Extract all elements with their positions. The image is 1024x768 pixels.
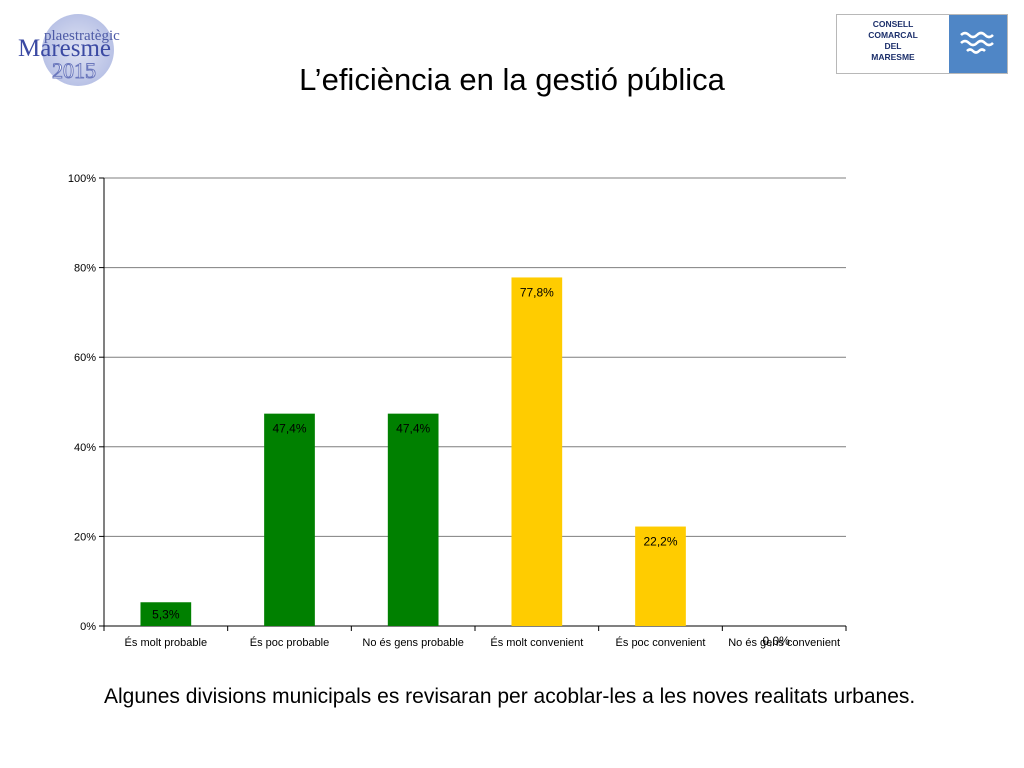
logo-mid-text: Maresme <box>18 35 111 62</box>
logo-year-text: 2015 <box>52 58 96 83</box>
y-tick-label: 0% <box>80 621 96 633</box>
data-label: 47,4% <box>272 422 306 436</box>
data-label: 22,2% <box>643 535 677 549</box>
y-tick-label: 80% <box>74 263 96 275</box>
bar <box>511 277 563 626</box>
logo-top-text: plaestratègic <box>44 28 120 44</box>
x-tick-label: No és gens convenient <box>728 637 840 649</box>
x-tick-label: És molt convenient <box>490 636 583 649</box>
bar <box>635 526 686 626</box>
x-tick-label: És poc probable <box>250 636 330 649</box>
page-title: L’eficiència en la gestió pública <box>299 62 725 97</box>
bar <box>140 602 192 626</box>
y-tick-label: 20% <box>74 531 96 543</box>
plaestrategic-maresme-logo: plaestratègic Maresme 2015 <box>18 14 120 86</box>
y-tick-label: 60% <box>74 352 96 364</box>
data-label: 47,4% <box>396 422 430 436</box>
data-label: 5,3% <box>152 607 180 621</box>
bar <box>264 413 315 626</box>
x-tick-label: No és gens probable <box>362 637 464 649</box>
consell-comarcal-text: CONSELL COMARCAL DEL MARESME <box>868 19 918 62</box>
y-tick-label: 40% <box>74 442 96 454</box>
data-label: 0,0% <box>762 634 790 648</box>
consell-comarcal-logo: CONSELL COMARCAL DEL MARESME <box>836 14 1008 74</box>
x-tick-label: És poc convenient <box>616 636 706 649</box>
waves-emblem <box>949 15 1007 73</box>
caption-text: Algunes divisions municipals es revisara… <box>104 685 916 708</box>
bar <box>387 413 439 626</box>
y-tick-label: 100% <box>68 173 96 185</box>
data-label: 77,8% <box>520 285 554 299</box>
x-tick-label: És molt probable <box>125 636 208 649</box>
